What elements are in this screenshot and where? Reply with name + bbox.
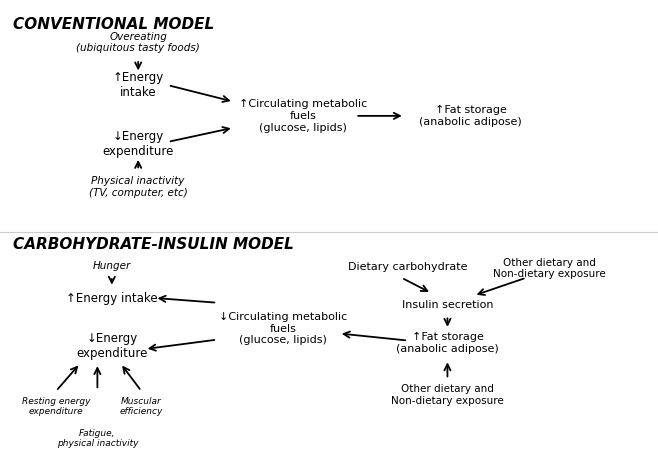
- Text: CONVENTIONAL MODEL: CONVENTIONAL MODEL: [13, 17, 215, 32]
- Text: ↑Energy intake: ↑Energy intake: [66, 292, 158, 306]
- Text: ↑Circulating metabolic
fuels
(glucose, lipids): ↑Circulating metabolic fuels (glucose, l…: [239, 99, 367, 132]
- Text: Insulin secretion: Insulin secretion: [401, 300, 494, 310]
- Text: Other dietary and
Non-dietary exposure: Other dietary and Non-dietary exposure: [493, 258, 606, 280]
- Text: ↓Circulating metabolic
fuels
(glucose, lipids): ↓Circulating metabolic fuels (glucose, l…: [219, 312, 347, 345]
- Text: ↓Energy
expenditure: ↓Energy expenditure: [103, 130, 174, 158]
- Text: Overeating
(ubiquitous tasty foods): Overeating (ubiquitous tasty foods): [76, 32, 200, 53]
- Text: ↑Fat storage
(anabolic adipose): ↑Fat storage (anabolic adipose): [419, 105, 522, 127]
- Text: Physical inactivity
(TV, computer, etc): Physical inactivity (TV, computer, etc): [89, 176, 188, 198]
- Text: Resting energy
expenditure: Resting energy expenditure: [22, 397, 90, 417]
- Text: Other dietary and
Non-dietary exposure: Other dietary and Non-dietary exposure: [391, 384, 504, 406]
- Text: ↑Fat storage
(anabolic adipose): ↑Fat storage (anabolic adipose): [396, 332, 499, 354]
- Text: Hunger: Hunger: [93, 261, 131, 272]
- Text: Fatigue,
physical inactivity: Fatigue, physical inactivity: [57, 429, 138, 448]
- Text: ↓Energy
expenditure: ↓Energy expenditure: [76, 332, 147, 360]
- Text: Muscular
efficiency: Muscular efficiency: [120, 397, 163, 417]
- Text: Dietary carbohydrate: Dietary carbohydrate: [348, 262, 468, 272]
- Text: CARBOHYDRATE-INSULIN MODEL: CARBOHYDRATE-INSULIN MODEL: [13, 236, 294, 252]
- Text: ↑Energy
intake: ↑Energy intake: [113, 71, 164, 99]
